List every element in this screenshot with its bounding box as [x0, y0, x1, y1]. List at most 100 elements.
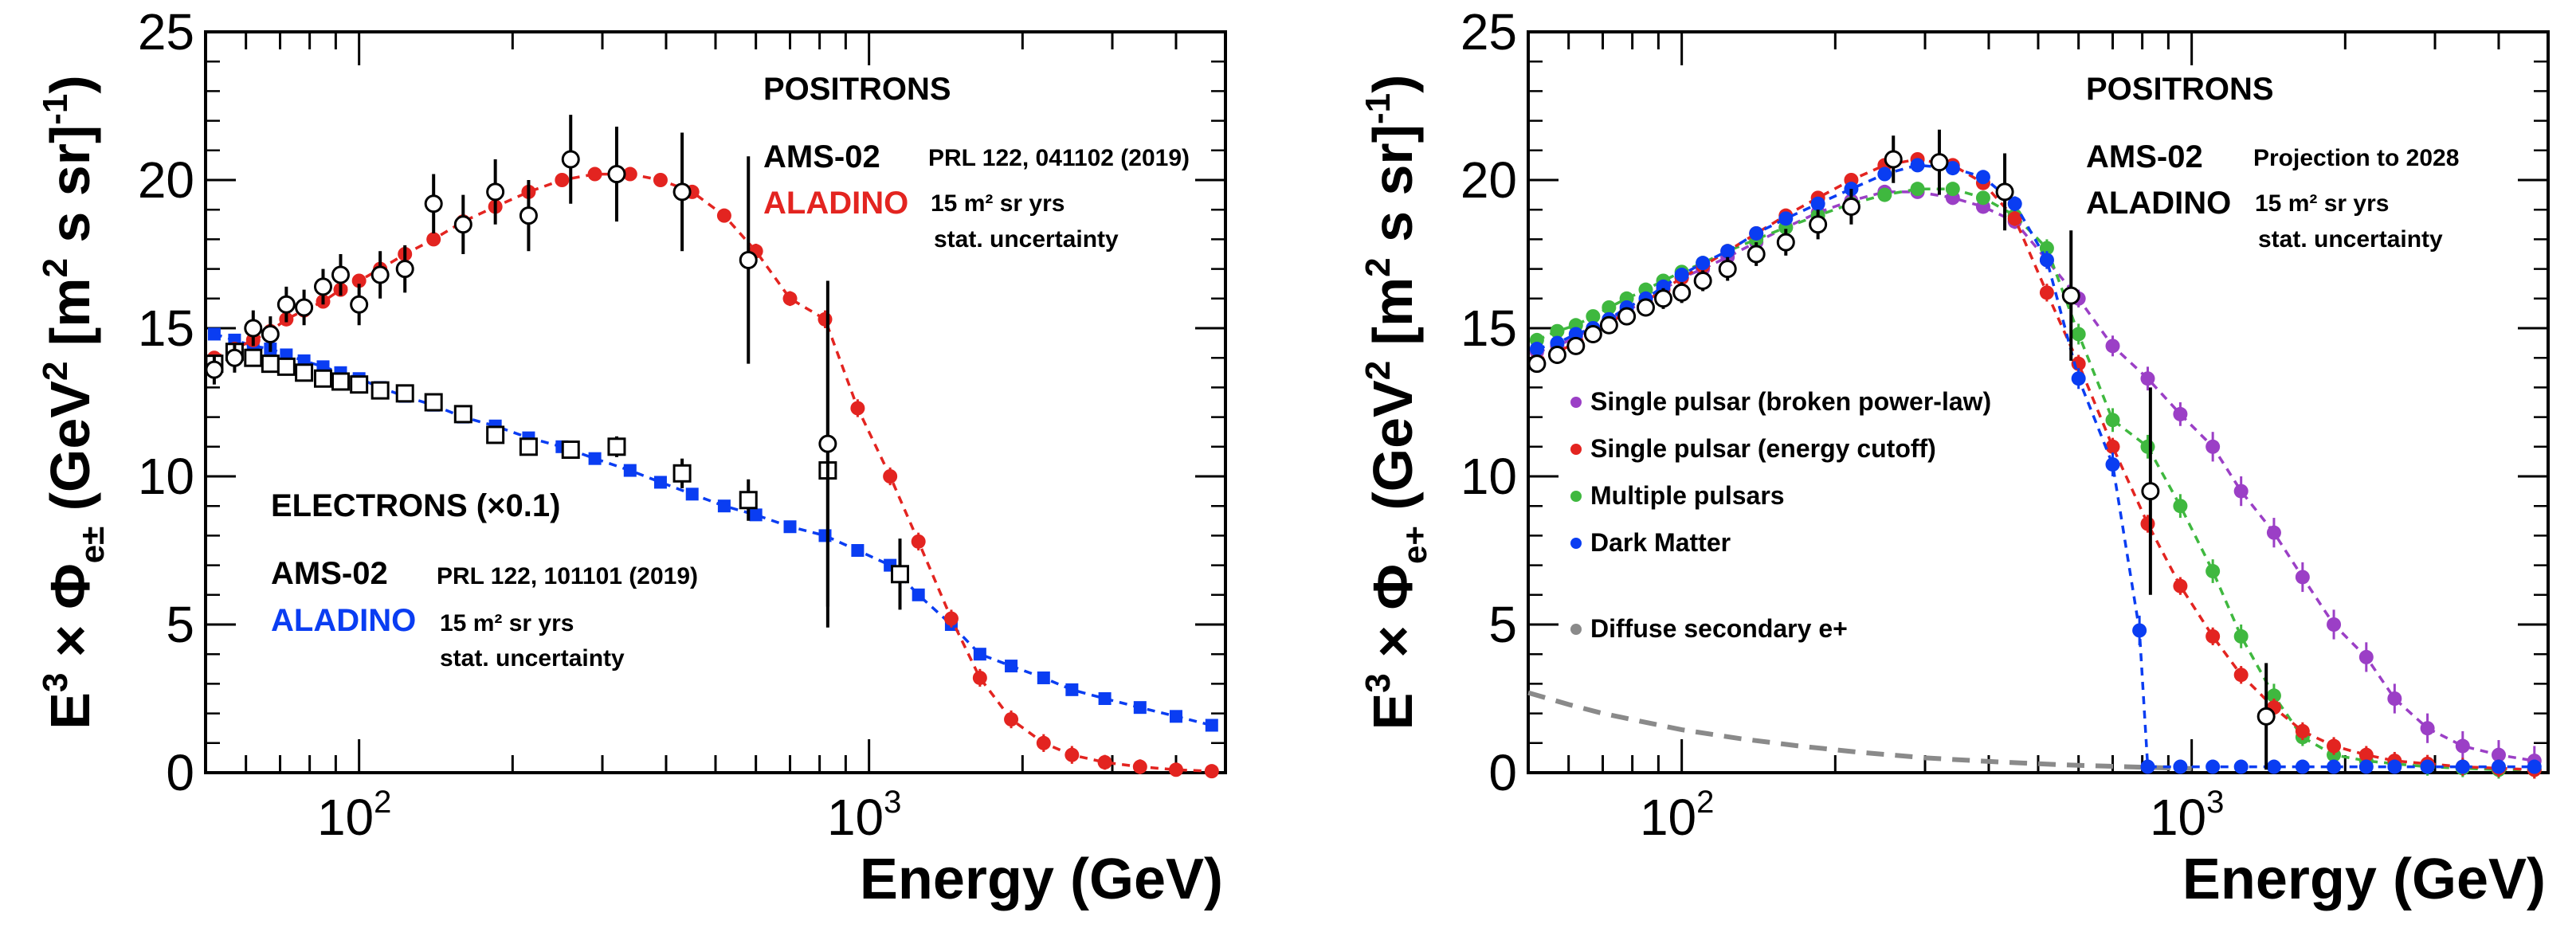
- legend-marker: [1570, 624, 1582, 635]
- right-point: [2132, 623, 2147, 638]
- right-point: [1778, 211, 1794, 226]
- right-point: [1884, 150, 1903, 169]
- right-point: [1975, 190, 1990, 206]
- right-point: [2061, 286, 2080, 305]
- left-point: [261, 354, 280, 374]
- left-point: [818, 434, 837, 453]
- left-xtick-label: 102: [317, 785, 391, 846]
- left-ylabel-units2: [m: [39, 278, 101, 362]
- left-point: [331, 372, 350, 391]
- left-point: [672, 464, 692, 483]
- right-point: [2358, 747, 2374, 762]
- right-x-axis-label: Energy (GeV): [2182, 848, 2546, 911]
- left-point: [371, 381, 390, 400]
- right-point: [1877, 166, 1892, 182]
- left-point: [653, 173, 668, 187]
- left-point: [453, 215, 472, 234]
- right-ylabel-exp: 3: [1359, 673, 1398, 692]
- left-e-ams-ref: PRL 122, 101101 (2019): [437, 563, 698, 589]
- right-point: [1945, 161, 1960, 176]
- right-point: [2007, 211, 2022, 226]
- legend-label: Dark Matter: [1590, 528, 1731, 557]
- left-point: [331, 265, 350, 284]
- left-aladino-note1: 15 m² sr yrs: [931, 190, 1065, 217]
- right-point: [2327, 738, 2342, 754]
- right-point: [2205, 439, 2221, 454]
- right-point: [2233, 668, 2249, 683]
- legend-marker: [1570, 397, 1582, 408]
- left-point: [943, 611, 959, 626]
- right-ylabel-units3: s sr]: [1362, 124, 1424, 257]
- left-ylabel-units3: s sr]: [39, 125, 101, 258]
- legend-label: Diffuse secondary e+: [1590, 614, 1848, 643]
- left-point: [587, 166, 602, 182]
- left-e-ams-label: AMS-02: [271, 556, 388, 591]
- left-point: [276, 295, 296, 314]
- right-axes: 0 5 10 15 20 25 102 103: [1461, 3, 2550, 846]
- legend-marker: [1570, 444, 1582, 455]
- right-point: [1945, 182, 1960, 197]
- left-point: [395, 260, 414, 279]
- left-point: [672, 182, 692, 202]
- left-point: [1037, 671, 1050, 684]
- left-point: [1098, 692, 1112, 705]
- left-point: [1168, 762, 1183, 777]
- right-point: [2140, 439, 2155, 454]
- right-series-diffuse-secondary-e: [1527, 690, 2192, 771]
- left-point: [244, 348, 263, 367]
- right-panel: 0 5 10 15 20 25 102 103 Energy (GeV) E3 × Φe+ (…: [1359, 3, 2550, 911]
- right-ams-note: Projection to 2028: [2253, 145, 2459, 171]
- left-point: [313, 277, 332, 296]
- left-data: [205, 115, 1219, 779]
- right-point: [1776, 233, 1795, 252]
- left-ylabel-units-exp: 2: [36, 362, 75, 381]
- right-point: [1653, 289, 1672, 308]
- right-ylabel-main: E: [1362, 693, 1424, 730]
- right-aladino-label: ALADINO: [2086, 186, 2231, 221]
- right-point: [2140, 516, 2155, 531]
- right-point: [2233, 629, 2249, 644]
- right-point: [2387, 759, 2402, 774]
- left-electrons-label: ELECTRONS (×0.1): [271, 488, 560, 523]
- right-point: [2527, 759, 2542, 774]
- right-ylabel-units-exp: 2: [1359, 361, 1398, 380]
- left-point: [453, 405, 472, 424]
- right-ylabel-units2-exp: 2: [1359, 257, 1398, 276]
- right-point: [2295, 570, 2310, 585]
- legend-marker: [1570, 491, 1582, 502]
- right-point: [1583, 324, 1602, 343]
- left-panel: 0 5 10 15 20 25 102 103 Energy (GeV) E3 × Φe± (…: [36, 3, 1227, 911]
- right-point: [2233, 759, 2249, 774]
- right-point: [2071, 371, 2086, 386]
- left-ytick-label: 0: [166, 744, 194, 801]
- right-point: [2420, 759, 2435, 774]
- left-ylabel-units: (GeV: [39, 381, 101, 527]
- right-point: [2105, 439, 2120, 454]
- legend-label: Multiple pulsars: [1590, 481, 1785, 510]
- left-point: [739, 491, 758, 510]
- left-point: [1004, 712, 1019, 727]
- left-point: [717, 499, 731, 513]
- left-ams-ref: PRL 122, 041102 (2019): [928, 145, 1190, 171]
- left-point: [207, 327, 221, 341]
- right-point: [1747, 245, 1766, 264]
- right-xtick-label: 103: [2150, 785, 2224, 846]
- right-series-ams-02-projection-to-2028: [1527, 129, 2276, 770]
- right-point: [1599, 315, 1618, 335]
- left-ylabel-close: ): [39, 75, 101, 93]
- left-point: [351, 273, 367, 288]
- left-ylabel-units2-exp: 2: [36, 258, 75, 277]
- right-point: [1930, 153, 1949, 172]
- left-aladino-label: ALADINO: [763, 186, 908, 221]
- right-ylabel-close: ): [1362, 75, 1424, 93]
- left-ytick-label: 5: [166, 596, 194, 653]
- left-point: [783, 520, 797, 534]
- left-point: [295, 298, 314, 317]
- right-point: [1586, 309, 1601, 324]
- right-point: [2233, 484, 2249, 499]
- left-ams-label: AMS-02: [763, 139, 880, 174]
- left-point: [276, 357, 296, 376]
- left-point: [851, 544, 865, 557]
- left-xtick-label: 103: [827, 785, 901, 846]
- right-point: [1529, 342, 1544, 357]
